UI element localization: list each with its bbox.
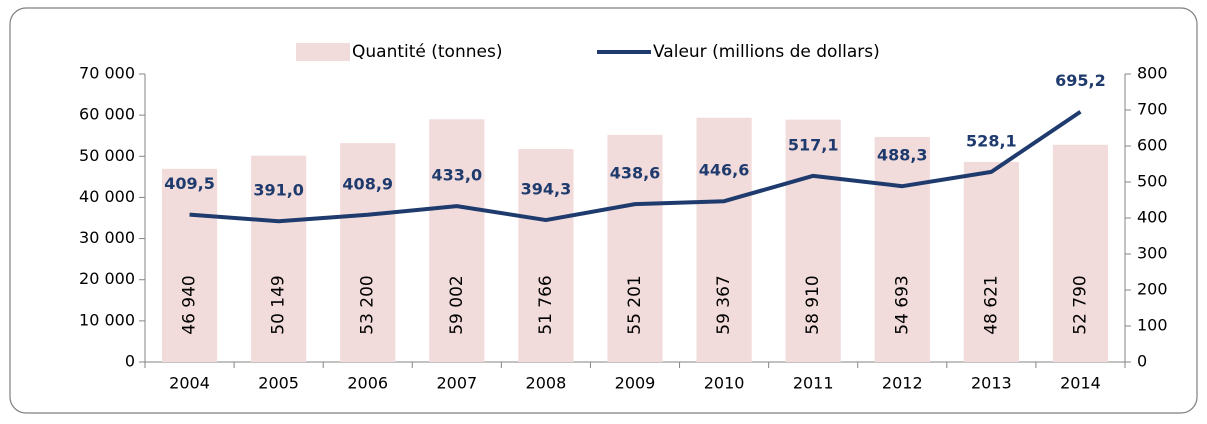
x-tick-label: 2006 [347, 374, 388, 393]
bar [251, 155, 307, 362]
bar [874, 136, 930, 362]
y2-tick-label: 300 [1137, 244, 1168, 263]
line-value-label: 408,9 [342, 174, 393, 193]
line-value-label: 695,2 [1055, 71, 1106, 90]
bar [1052, 144, 1109, 362]
bar [696, 117, 752, 363]
y2-tick-label: 0 [1137, 352, 1147, 371]
bar-value-label: 52 790 [1070, 275, 1090, 334]
bar [785, 119, 841, 362]
legend-label: Quantité (tonnes) [352, 42, 502, 62]
y2-tick-label: 400 [1137, 208, 1168, 227]
y-tick-label: 20 000 [79, 269, 135, 288]
y-tick-label: 0 [125, 352, 135, 371]
x-tick-label: 2005 [258, 374, 299, 393]
y-tick-label: 60 000 [79, 105, 135, 124]
legend-swatch [296, 43, 350, 61]
bar-value-label: 50 149 [269, 275, 289, 334]
bar-value-label: 55 201 [625, 275, 645, 334]
bar-value-label: 58 910 [803, 275, 823, 334]
x-tick-label: 2011 [793, 374, 834, 393]
x-tick-label: 2010 [704, 374, 745, 393]
bar-value-label: 59 367 [714, 275, 734, 334]
line-value-label: 391,0 [253, 181, 304, 200]
x-tick-label: 2009 [615, 374, 656, 393]
y2-tick-label: 200 [1137, 280, 1168, 299]
bar-value-label: 59 002 [447, 275, 467, 334]
y2-tick-label: 800 [1137, 64, 1168, 83]
line-value-label: 488,3 [877, 146, 928, 165]
bar [518, 149, 574, 362]
bar [963, 161, 1019, 362]
y-tick-label: 10 000 [79, 310, 135, 329]
line-value-label: 409,5 [164, 174, 215, 193]
legend-label: Valeur (millions de dollars) [653, 42, 880, 62]
x-tick-label: 2013 [971, 374, 1012, 393]
line-value-label: 446,6 [699, 161, 750, 180]
bar-value-label: 48 621 [981, 275, 1001, 334]
line-value-label: 394,3 [521, 180, 572, 199]
line [189, 110, 1082, 224]
x-tick-label: 2008 [526, 374, 567, 393]
line-value-label: 438,6 [610, 164, 661, 183]
line-value-label: 433,0 [432, 166, 483, 185]
bar [340, 143, 396, 362]
bar [429, 119, 485, 362]
line-value-label: 528,1 [966, 131, 1017, 150]
y2-tick-label: 500 [1137, 172, 1168, 191]
bar-value-label: 46 940 [180, 275, 200, 334]
y2-tick-label: 600 [1137, 136, 1168, 155]
x-tick-label: 2014 [1060, 374, 1101, 393]
bar-value-label: 53 200 [358, 275, 378, 334]
y2-tick-label: 100 [1137, 316, 1168, 335]
y-tick-label: 30 000 [79, 228, 135, 247]
y-tick-label: 70 000 [79, 64, 135, 83]
bar-value-label: 54 693 [892, 275, 912, 334]
bar [607, 134, 663, 362]
bar-value-label: 51 766 [536, 275, 556, 334]
y-tick-label: 50 000 [79, 146, 135, 165]
y2-tick-label: 700 [1137, 100, 1168, 119]
x-tick-label: 2012 [882, 374, 923, 393]
x-tick-label: 2007 [436, 374, 477, 393]
bar [161, 168, 218, 362]
x-tick-label: 2004 [169, 374, 210, 393]
y-tick-label: 40 000 [79, 187, 135, 206]
line-value-label: 517,1 [788, 135, 839, 154]
